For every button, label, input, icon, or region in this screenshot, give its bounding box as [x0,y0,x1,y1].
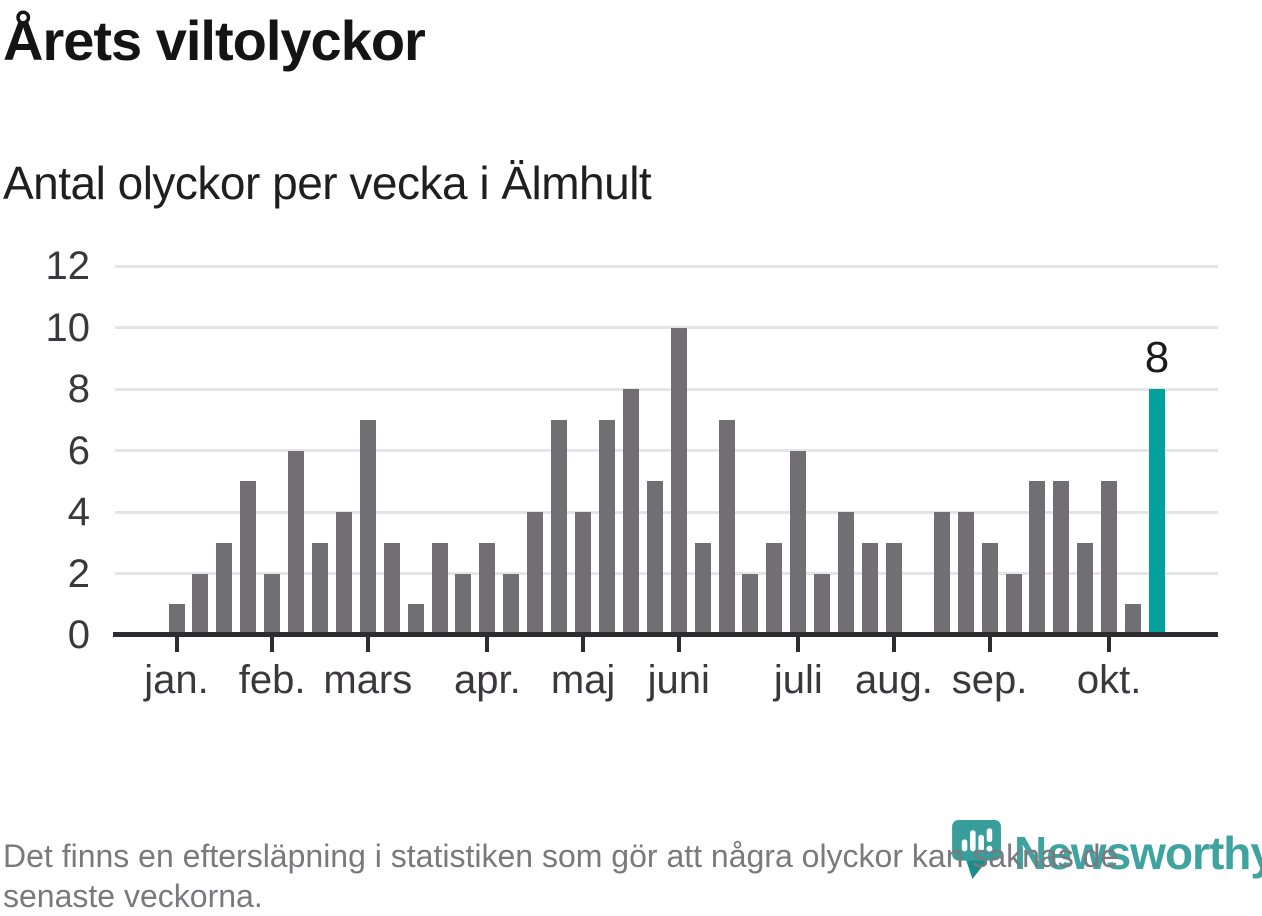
bar [622,389,639,635]
chart-footnote: Det finns en eftersläpning i statistiken… [3,836,1261,916]
bar [455,573,472,635]
y-axis-tick-label: 10 [45,305,91,350]
bar [479,542,496,635]
bar [288,450,305,635]
bar [1053,481,1070,635]
bar [885,542,902,635]
gridline [115,387,1218,391]
x-axis-month-label: okt. [1076,658,1142,702]
x-axis-month-label: apr. [454,658,521,702]
x-axis-month-label: juli [773,658,823,702]
bar [359,419,376,635]
bar [216,542,233,635]
x-axis-tick [365,637,370,652]
bar [694,542,711,635]
x-axis-tick [796,637,801,652]
gridline [115,572,1218,575]
footnote-line-1: Det finns en eftersläpning i statistiken… [3,838,1119,874]
chart-title: Årets viltolyckor [3,9,426,72]
bar [407,604,424,635]
y-axis-tick-label: 6 [67,428,90,473]
bar [790,450,807,635]
bar [838,512,855,635]
x-axis-month-label: juni [647,658,710,702]
bar [1101,481,1118,635]
highlight-bar [1149,389,1165,635]
x-axis-month-label: mars [323,658,413,702]
x-axis-line [113,632,1218,637]
bar [1077,542,1094,635]
bar [335,512,352,635]
newsworthy-logo: Newsworthy [950,820,1262,884]
x-axis-tick [581,637,586,652]
bar [742,573,759,635]
bar [957,512,974,635]
y-axis-tick-label: 2 [67,551,90,596]
bar [981,542,998,635]
bar [527,512,544,635]
bar [264,573,281,635]
newsworthy-wordmark: Newsworthy [1014,827,1262,879]
x-axis-tick [987,637,992,652]
bar [718,419,735,635]
bar [862,542,879,635]
x-axis-month-label: sep. [951,658,1028,702]
bar [646,481,663,635]
bar [1125,604,1142,635]
bar [766,542,783,635]
bar [933,512,950,635]
bar [311,542,328,635]
x-axis-month-label: jan. [144,658,209,702]
bar [1029,481,1046,635]
newsworthy-icon [950,820,1004,884]
x-axis-month-label: aug. [855,658,933,702]
bar [431,542,448,635]
bar [1005,573,1022,635]
y-axis-tick-label: 12 [45,244,91,288]
gridline [115,326,1218,329]
x-axis-month-label: maj [550,658,616,702]
bar [670,327,687,635]
bar [168,604,185,635]
highlight-value-label: 8 [1144,333,1170,382]
gridline [115,264,1218,268]
weekly-accidents-bar-chart: 0 2 4 6 8 10 12 jan. feb. mars apr. maj juni juli aug.… [45,244,1218,702]
gridline [115,449,1218,452]
x-axis-month-label: feb. [238,658,306,702]
x-axis-tick [1107,637,1112,652]
x-axis-tick [270,637,275,652]
bar [575,512,592,635]
bar [551,419,568,635]
x-axis-tick [174,637,179,652]
footnote-line-2: senaste veckorna. [3,878,263,914]
bar [383,542,400,635]
y-axis-tick-label: 8 [67,367,90,411]
bar [503,573,520,635]
bar [814,573,831,635]
bar [240,481,257,635]
x-axis-tick [891,637,896,652]
x-axis-tick [676,637,681,652]
chart-subtitle: Antal olyckor per vecka i Älmhult [3,157,652,209]
bar [192,573,209,635]
y-axis-tick-label: 0 [67,613,90,657]
y-axis-tick-label: 4 [67,490,90,534]
x-axis-tick [485,637,490,652]
bar [598,419,615,635]
gridline [115,510,1218,514]
